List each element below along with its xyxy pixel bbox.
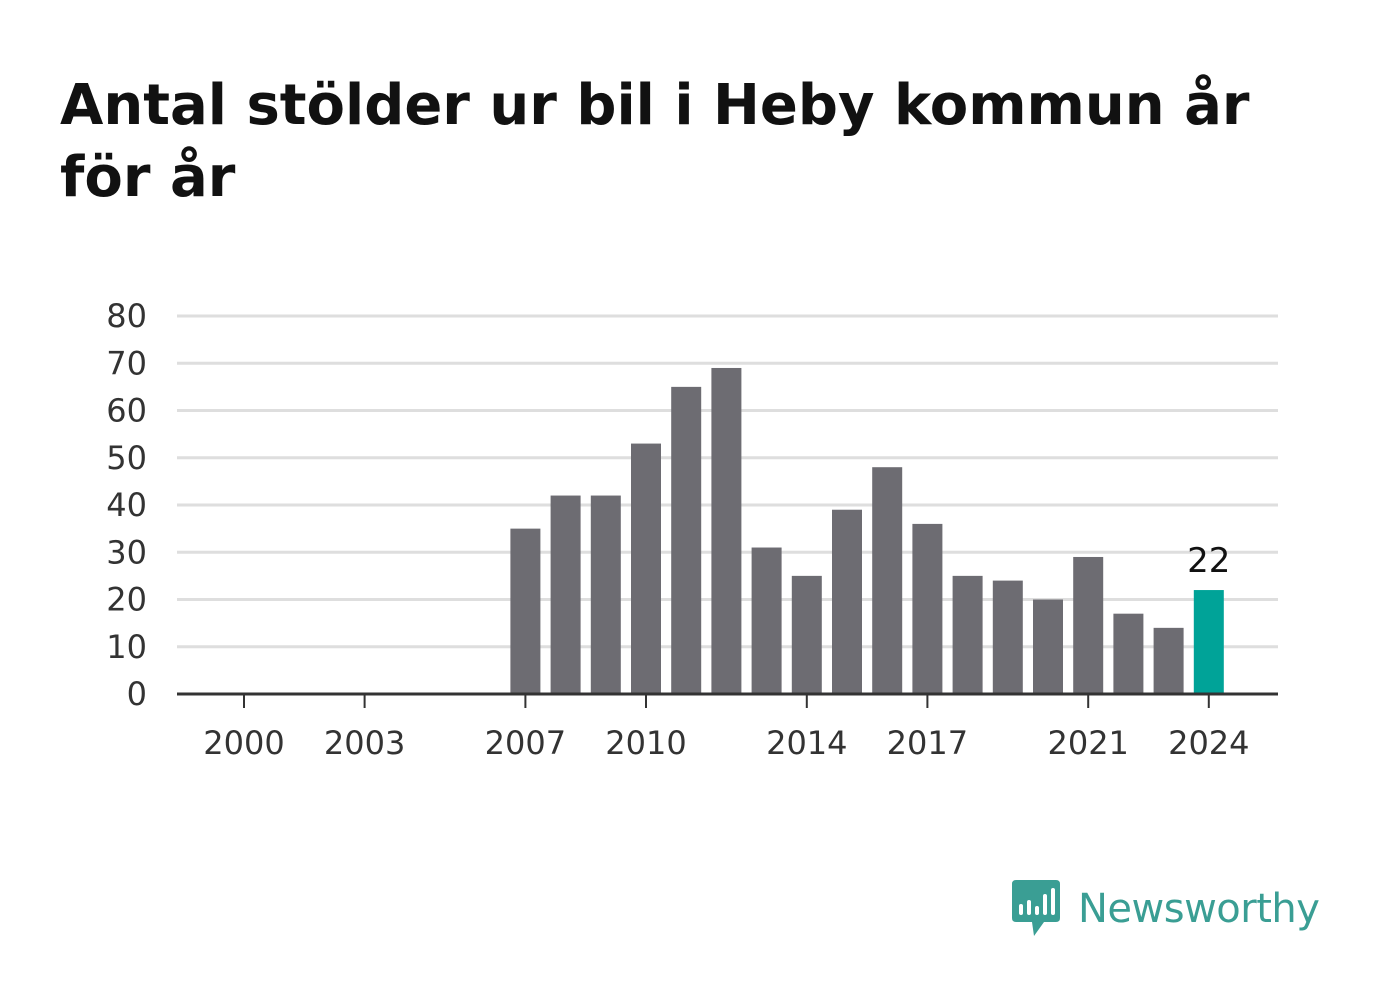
x-tick-label: 2014 [766,724,847,762]
bars [510,367,1224,694]
y-tick-label: 80 [106,297,147,335]
bar [590,495,621,694]
bar [1153,627,1184,694]
x-tick-label: 2024 [1168,724,1249,762]
bar [832,509,862,694]
bar [631,443,661,694]
bar [751,547,782,694]
newsworthy-logo-icon [1012,880,1060,936]
y-tick-label: 60 [106,392,147,430]
y-axis-tick-labels: 0 10 20 30 40 50 60 70 80 [106,297,147,713]
y-tick-label: 20 [106,581,147,619]
bar [671,386,702,694]
bar [912,523,943,694]
bar-highlight [1193,590,1224,694]
bar [1033,599,1063,694]
y-tick-label: 30 [106,533,147,571]
bar [1113,613,1144,694]
data-label: 22 [1187,541,1230,581]
x-tick-label: 2017 [887,724,968,762]
x-tick-label: 2007 [485,724,566,762]
bar [711,367,742,694]
y-tick-label: 70 [106,344,147,382]
bar [791,575,822,694]
y-tick-label: 40 [106,486,147,524]
y-tick-label: 50 [106,439,147,477]
brand-name: Newsworthy [1078,886,1320,932]
brand-footer: Newsworthy [1010,878,1320,940]
bar [952,575,983,694]
y-tick-label: 10 [106,628,147,666]
bar [872,467,903,694]
x-tick-label: 2021 [1047,724,1128,762]
x-tick-label: 2010 [605,724,686,762]
x-axis [177,692,1278,708]
bar [1073,556,1104,694]
bar [992,580,1023,694]
x-axis-tick-labels: 2000 2003 2007 2010 2014 2017 2021 2024 [203,724,1249,762]
bar [550,495,581,694]
x-tick-label: 2003 [324,724,405,762]
data-labels: 22 [1187,541,1230,581]
chart-title: Antal stölder ur bil i Heby kommun år fö… [60,73,1250,210]
y-tick-label: 0 [127,675,147,713]
bar [510,528,541,694]
x-tick-label: 2000 [203,724,284,762]
